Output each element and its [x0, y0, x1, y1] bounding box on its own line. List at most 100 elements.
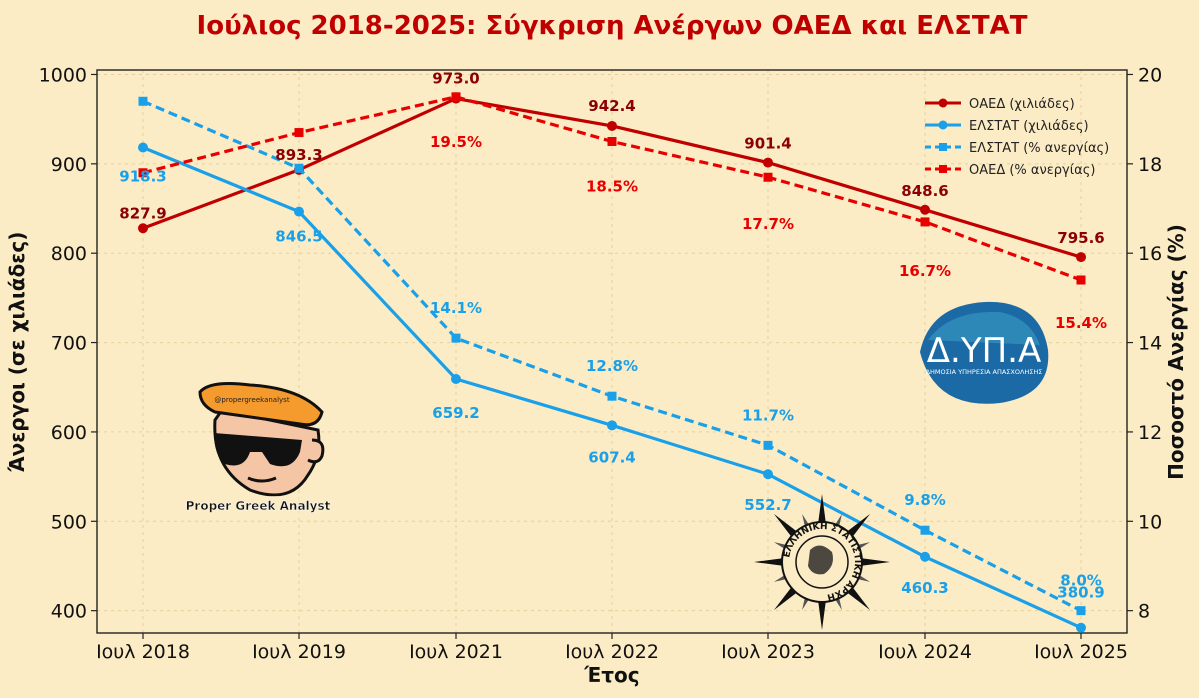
sunglasses — [214, 433, 302, 467]
data-label: 380.9 — [1057, 584, 1104, 602]
series-4-point — [451, 92, 461, 102]
series-1-point — [763, 157, 773, 168]
x-tick-label: Ιουλ 2022 — [565, 641, 659, 663]
dypa-blob-highlight — [928, 311, 1040, 345]
x-tick-label: Ιουλ 2018 — [96, 641, 190, 663]
legend-label: ΟΑΕΔ (χιλιάδες) — [969, 97, 1075, 112]
x-tick-label: Ιουλ 2025 — [1034, 641, 1128, 663]
series-3-point — [1076, 606, 1086, 616]
dypa-subtitle: ΔΗΜΟΣΙΑ ΥΠΗΡΕΣΙΑ ΑΠΑΣΧΟΛΗΣΗΣ — [926, 368, 1043, 376]
series-layer — [138, 92, 1086, 633]
y-tick-label: 700 — [51, 333, 87, 355]
data-label: 14.1% — [430, 299, 482, 317]
y2-axis-label: Ποσοστό Ανεργίας (%) — [1164, 224, 1188, 480]
legend-marker — [938, 98, 948, 108]
legend-marker — [939, 165, 947, 173]
series-1-point — [138, 223, 148, 234]
data-label: 918.3 — [119, 167, 166, 185]
series-2-point — [1076, 622, 1086, 633]
legend-label: ΕΛΣΤΑΤ (χιλιάδες) — [969, 119, 1089, 134]
data-label: 12.8% — [586, 357, 638, 375]
ear — [307, 438, 325, 464]
series-3-point — [763, 440, 773, 450]
greece-map-icon — [808, 545, 833, 575]
legend-marker — [939, 143, 947, 151]
data-label: 846.5 — [275, 228, 322, 246]
elstat-logo: ΕΛΛΗΝΙΚΗ ΣΤΑΤΙΣΤΙΚΗ ΑΡΧΗ — [754, 494, 890, 630]
data-label: 973.0 — [432, 70, 479, 88]
series-4-point — [763, 172, 773, 182]
series-4-point — [294, 128, 304, 138]
series-4-point — [920, 217, 930, 227]
series-1-point — [1076, 252, 1086, 263]
series-2-point — [763, 469, 773, 480]
data-label: 18.5% — [586, 177, 638, 195]
data-label: 16.7% — [899, 262, 951, 280]
x-tick-label: Ιουλ 2023 — [721, 641, 815, 663]
data-label: 9.8% — [904, 491, 946, 509]
y2-tick-label: 18 — [1138, 154, 1162, 176]
y2-tick-label: 8 — [1138, 601, 1150, 623]
data-label: 11.7% — [742, 406, 794, 424]
data-label: 848.6 — [901, 182, 948, 200]
data-label: 17.7% — [742, 215, 794, 233]
series-1-point — [920, 204, 930, 215]
y-tick-label: 500 — [51, 511, 87, 533]
series-4-point — [1076, 275, 1086, 285]
data-label: 552.7 — [744, 496, 791, 514]
series-1-point — [607, 120, 617, 131]
data-label: 19.5% — [430, 133, 482, 151]
series-2-point — [920, 551, 930, 562]
data-label: 15.4% — [1055, 314, 1107, 332]
analyst-text: Proper Greek Analyst — [186, 499, 331, 513]
y-tick-label: 800 — [51, 243, 87, 265]
data-label: 8.0% — [1060, 572, 1102, 590]
series-4-point — [607, 136, 617, 146]
series-2-point — [607, 420, 617, 431]
legend-label: ΟΑΕΔ (% ανεργίας) — [969, 163, 1095, 178]
x-tick-label: Ιουλ 2024 — [878, 641, 972, 663]
series-3-point — [294, 163, 304, 173]
y-tick-label: 900 — [51, 154, 87, 176]
mouth — [247, 476, 277, 483]
legend-label: ΕΛΣΤΑΤ (% ανεργίας) — [969, 141, 1109, 156]
data-label: 460.3 — [901, 579, 948, 597]
analyst-logo: @propergreekanalyst Proper Greek Analyst — [185, 382, 331, 514]
series-2-point — [138, 142, 148, 153]
data-label: 942.4 — [588, 97, 635, 115]
data-label: 659.2 — [432, 404, 479, 422]
chart-title: Ιούλιος 2018-2025: Σύγκριση Ανέργων ΟΑΕΔ… — [197, 11, 1028, 41]
y2-tick-label: 14 — [1138, 333, 1162, 355]
data-label: 893.3 — [275, 146, 322, 164]
y-tick-label: 1000 — [39, 64, 87, 86]
cap-shape — [198, 382, 324, 427]
series-2-point — [294, 206, 304, 217]
series-3-point — [138, 96, 148, 106]
x-axis-label: Έτος — [583, 663, 639, 687]
y2-tick-label: 16 — [1138, 243, 1162, 265]
y2-tick-label: 12 — [1138, 422, 1162, 444]
y2-tick-label: 10 — [1138, 511, 1162, 533]
legend-marker — [938, 120, 948, 130]
axis-ticks: 400 500 600 700 800 900 1000 8 10 12 14 16 18 20 Ιουλ … — [39, 64, 1163, 663]
analyst-handle: @propergreekanalyst — [214, 396, 289, 404]
dypa-title: Δ.ΥΠ.Α — [927, 331, 1041, 371]
x-tick-label: Ιουλ 2021 — [409, 641, 503, 663]
series-3-point — [607, 391, 617, 401]
data-labels: 827.9 893.3 973.0 942.4 901.4 848.6 795.6 918.3… — [119, 70, 1107, 602]
series-2-point — [451, 374, 461, 385]
legend: ΟΑΕΔ (χιλιάδες) ΕΛΣΤΑΤ (χιλιάδες) ΕΛΣΤΑΤ (… — [925, 97, 1109, 178]
data-label: 827.9 — [119, 204, 166, 222]
y2-tick-label: 20 — [1138, 64, 1162, 86]
analyst-badge — [196, 496, 320, 514]
x-tick-label: Ιουλ 2019 — [252, 641, 346, 663]
data-label: 607.4 — [588, 448, 635, 466]
series-3-point — [451, 333, 461, 343]
data-label: 795.6 — [1057, 229, 1104, 247]
y-tick-label: 400 — [51, 601, 87, 623]
series-4-point — [138, 168, 148, 178]
dypa-logo: Δ.ΥΠ.Α ΔΗΜΟΣΙΑ ΥΠΗΡΕΣΙΑ ΑΠΑΣΧΟΛΗΣΗΣ — [920, 301, 1049, 404]
series-3-point — [920, 525, 930, 535]
y-axis-label: Άνεργοι (σε χιλιάδες) — [5, 232, 29, 473]
